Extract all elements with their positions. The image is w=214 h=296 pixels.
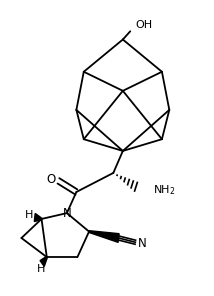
- Polygon shape: [34, 213, 42, 221]
- Text: N: N: [138, 237, 146, 250]
- Polygon shape: [89, 231, 119, 242]
- Polygon shape: [40, 256, 47, 266]
- Text: H: H: [25, 210, 34, 220]
- Text: H: H: [37, 264, 45, 274]
- Text: OH: OH: [135, 20, 153, 30]
- Text: NH$_2$: NH$_2$: [153, 184, 176, 197]
- Text: N: N: [62, 207, 71, 220]
- Text: O: O: [46, 173, 56, 186]
